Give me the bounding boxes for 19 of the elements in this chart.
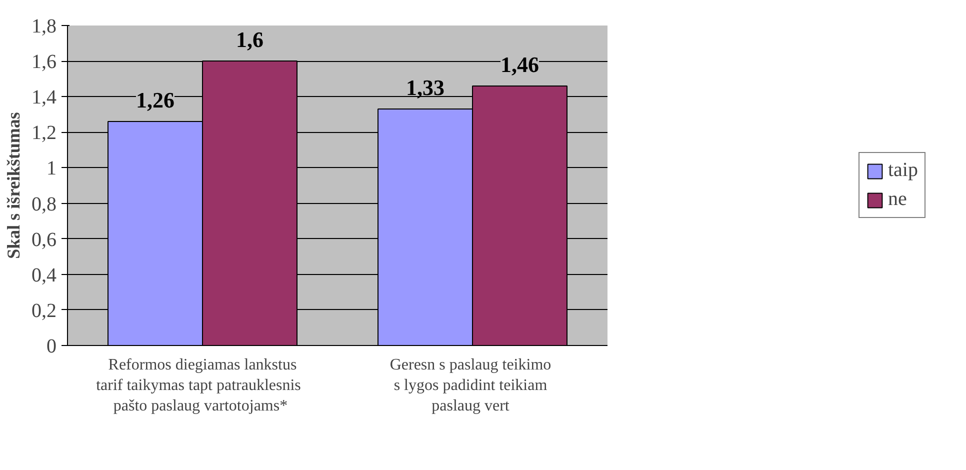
legend-label: taip — [888, 159, 918, 182]
y-tick-label: 1,8 — [32, 16, 56, 38]
legend-label: ne — [888, 188, 908, 211]
y-tick-label: 0 — [46, 336, 56, 358]
y-tick-label: 0,6 — [32, 228, 56, 251]
data-label: 1,46 — [500, 52, 539, 77]
data-label: 1,6 — [236, 27, 264, 52]
y-tick-label: 0,4 — [32, 264, 56, 286]
y-axis-title: Skal s išreikštumas — [4, 112, 24, 259]
data-label: 1,26 — [136, 88, 174, 112]
y-tick-label: 1,4 — [32, 86, 56, 109]
y-tick-label: 1,2 — [32, 122, 56, 144]
y-tick-label: 0,8 — [32, 193, 56, 216]
y-tick-label: 1 — [46, 158, 56, 180]
data-label: 1,33 — [406, 75, 444, 100]
x-tick-label: Reformos diegiamas lankstus tarif taikymas tapt patrauklesnis pašto paslaug vartotojams* — [96, 356, 301, 414]
y-tick-label: 0,2 — [32, 300, 56, 322]
x-tick-label: Geresn s paslaug teikimo s lygos padidint teikiam paslaug vert — [390, 356, 552, 414]
y-tick-label: 1,6 — [32, 51, 56, 74]
